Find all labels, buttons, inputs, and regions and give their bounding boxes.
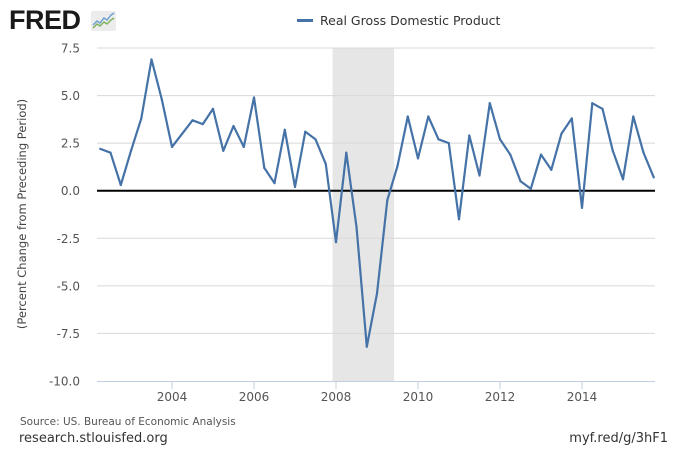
data-point [160, 98, 163, 101]
data-point [560, 132, 563, 135]
data-point [611, 149, 614, 152]
data-point [601, 107, 604, 110]
data-point [652, 176, 655, 179]
data-point [324, 162, 327, 166]
short-link[interactable]: myf.red/g/3hF1 [569, 431, 668, 446]
y-tick-label: 0.0 [61, 184, 80, 198]
data-point [314, 138, 317, 141]
data-point [386, 199, 389, 202]
data-point [140, 117, 143, 120]
data-point [293, 185, 297, 189]
legend-label: Real Gross Domestic Product [320, 12, 501, 28]
recession-layer [332, 48, 395, 381]
y-tick-label: -10.0 [49, 375, 80, 389]
x-tick-label: 2012 [485, 390, 516, 404]
data-point [447, 142, 450, 145]
data-point [211, 107, 215, 110]
data-point [181, 132, 184, 135]
data-point [406, 115, 409, 118]
data-point [375, 292, 379, 295]
data-point [529, 187, 532, 190]
data-point [539, 153, 543, 156]
data-point [396, 164, 399, 168]
data-point [119, 183, 122, 187]
legend[interactable]: Real Gross Domestic Product [297, 11, 500, 29]
data-point [498, 138, 502, 141]
data-point [304, 130, 307, 133]
data-point [570, 117, 573, 120]
data-point [365, 345, 368, 348]
x-tick-label: 2008 [321, 390, 352, 404]
x-tick-label: 2010 [403, 390, 434, 404]
y-tick-labels: 7.5 5.0 2.5 0.0 -2.5 -5.0 -7.5 -10.0 [49, 42, 80, 389]
data-point [355, 225, 358, 228]
source-note: Source: US. Bureau of Economic Analysis [20, 416, 236, 428]
y-tick-label: -7.5 [57, 327, 80, 341]
data-point [345, 151, 348, 154]
legend-swatch [297, 18, 313, 22]
data-point [232, 124, 235, 128]
y-tick-label: 2.5 [61, 137, 80, 151]
data-point [478, 174, 481, 177]
data-point [468, 134, 471, 137]
data-point [591, 102, 594, 105]
data-point [457, 218, 461, 221]
data-point [642, 151, 645, 154]
x-tick-label: 2014 [567, 390, 598, 404]
data-point [416, 157, 420, 160]
data-point [437, 138, 440, 141]
data-point [509, 153, 512, 156]
data-point [263, 166, 266, 169]
data-point [519, 180, 522, 183]
data-point [550, 168, 553, 171]
data-point [129, 149, 133, 152]
data-point [191, 119, 194, 122]
series-layer [99, 58, 655, 348]
x-tick-label: 2006 [239, 390, 270, 404]
recession-band [332, 48, 395, 381]
data-point [427, 115, 430, 118]
y-tick-label: -2.5 [57, 232, 80, 246]
x-axis: 2004 2006 2008 2010 2012 2014 [97, 381, 655, 404]
y-tick-label: 5.0 [61, 89, 80, 103]
data-point [283, 128, 286, 131]
data-point [150, 58, 153, 61]
data-point [242, 145, 245, 149]
data-point [222, 149, 225, 152]
site-link[interactable]: research.stlouisfed.org [19, 431, 168, 446]
data-point [99, 147, 102, 150]
grid-layer [97, 47, 655, 334]
data-point [109, 151, 112, 154]
y-tick-label: -5.0 [57, 279, 80, 293]
data-point [273, 182, 276, 185]
data-point [334, 240, 338, 244]
data-point [170, 145, 174, 149]
data-point [580, 206, 584, 209]
fred-logo[interactable]: FRED [9, 5, 81, 35]
data-point [632, 115, 635, 118]
data-point [488, 102, 491, 105]
y-tick-label: 7.5 [61, 42, 80, 56]
trend-chart-icon [91, 11, 116, 31]
data-point [201, 123, 204, 126]
x-tick-label: 2004 [157, 390, 188, 404]
data-point [252, 96, 256, 99]
data-point [621, 178, 625, 181]
